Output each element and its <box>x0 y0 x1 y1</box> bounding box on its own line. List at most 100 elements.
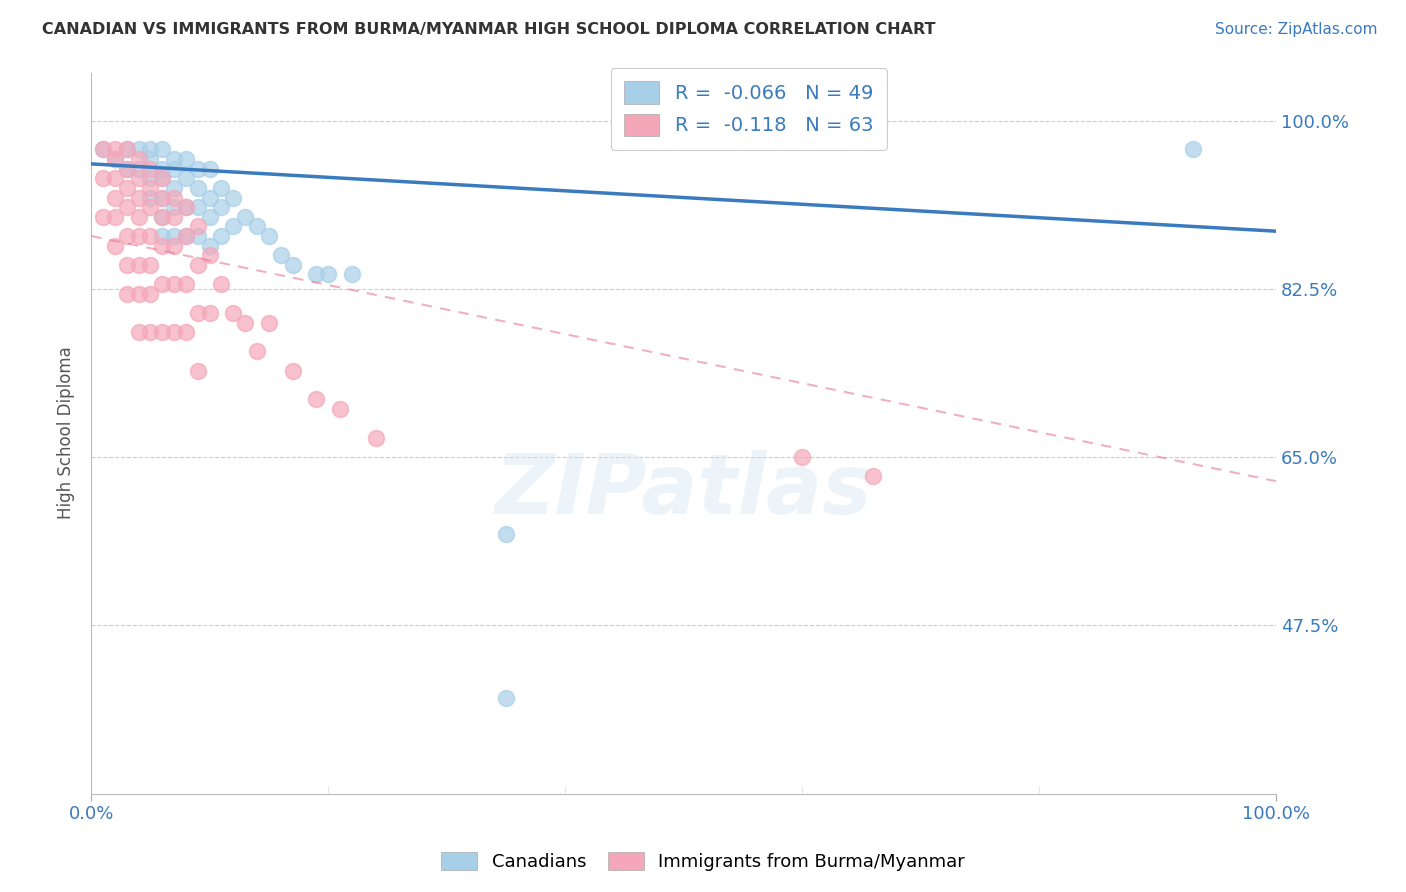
Point <box>163 277 186 291</box>
Point <box>91 143 114 157</box>
Point <box>139 258 162 272</box>
Point <box>104 171 127 186</box>
Point <box>104 210 127 224</box>
Point <box>128 229 150 244</box>
Point <box>257 229 280 244</box>
Point <box>150 190 173 204</box>
Point <box>174 229 197 244</box>
Point <box>139 286 162 301</box>
Point <box>211 277 233 291</box>
Point <box>233 210 256 224</box>
Point <box>150 171 173 186</box>
Point <box>222 306 245 320</box>
Point <box>270 248 292 262</box>
Point <box>211 200 233 214</box>
Point <box>104 190 127 204</box>
Point <box>305 392 328 407</box>
Point <box>128 152 150 166</box>
Point <box>187 161 209 176</box>
Point <box>128 171 150 186</box>
Point <box>150 238 173 252</box>
Point <box>163 325 186 339</box>
Point <box>211 181 233 195</box>
Y-axis label: High School Diploma: High School Diploma <box>58 347 75 519</box>
Point <box>115 143 138 157</box>
Point <box>150 229 173 244</box>
Point <box>91 171 114 186</box>
Point <box>246 219 269 234</box>
Point <box>222 190 245 204</box>
Point <box>174 200 197 214</box>
Point <box>115 200 138 214</box>
Point <box>163 152 186 166</box>
Point <box>790 450 813 464</box>
Text: ZIPatlas: ZIPatlas <box>495 450 873 532</box>
Point <box>198 210 221 224</box>
Point <box>340 268 363 282</box>
Point <box>163 190 186 204</box>
Point <box>257 316 280 330</box>
Point <box>187 306 209 320</box>
Point <box>163 161 186 176</box>
Point <box>174 277 197 291</box>
Point <box>128 325 150 339</box>
Point <box>305 268 328 282</box>
Point <box>104 152 127 166</box>
Point <box>115 181 138 195</box>
Point <box>187 229 209 244</box>
Point <box>139 143 162 157</box>
Point <box>139 325 162 339</box>
Point <box>128 258 150 272</box>
Point <box>128 286 150 301</box>
Point <box>281 258 304 272</box>
Point <box>115 161 138 176</box>
Point <box>91 210 114 224</box>
Point <box>198 238 221 252</box>
Point <box>115 286 138 301</box>
Point <box>495 527 517 541</box>
Point <box>115 143 138 157</box>
Point <box>139 181 162 195</box>
Point <box>139 171 162 186</box>
Point <box>150 277 173 291</box>
Legend: Canadians, Immigrants from Burma/Myanmar: Canadians, Immigrants from Burma/Myanmar <box>434 845 972 879</box>
Point <box>246 344 269 359</box>
Point <box>115 229 138 244</box>
Point <box>115 258 138 272</box>
Point <box>174 152 197 166</box>
Point <box>198 248 221 262</box>
Point <box>174 200 197 214</box>
Point <box>163 229 186 244</box>
Point <box>139 229 162 244</box>
Point <box>163 238 186 252</box>
Point <box>187 258 209 272</box>
Point <box>364 431 387 445</box>
Point <box>163 181 186 195</box>
Point <box>495 690 517 705</box>
Point <box>128 210 150 224</box>
Point <box>281 363 304 377</box>
Point <box>233 316 256 330</box>
Point <box>150 325 173 339</box>
Point <box>198 161 221 176</box>
Point <box>139 200 162 214</box>
Point <box>187 200 209 214</box>
Point <box>174 171 197 186</box>
Point <box>163 210 186 224</box>
Point <box>150 143 173 157</box>
Point <box>222 219 245 234</box>
Point <box>198 306 221 320</box>
Text: CANADIAN VS IMMIGRANTS FROM BURMA/MYANMAR HIGH SCHOOL DIPLOMA CORRELATION CHART: CANADIAN VS IMMIGRANTS FROM BURMA/MYANMA… <box>42 22 935 37</box>
Legend: R =  -0.066   N = 49, R =  -0.118   N = 63: R = -0.066 N = 49, R = -0.118 N = 63 <box>610 68 887 150</box>
Point <box>174 229 197 244</box>
Point <box>139 161 162 176</box>
Point <box>862 469 884 483</box>
Point <box>104 152 127 166</box>
Point <box>128 190 150 204</box>
Point <box>1182 143 1205 157</box>
Point <box>150 210 173 224</box>
Point <box>104 143 127 157</box>
Point <box>174 325 197 339</box>
Point <box>150 171 173 186</box>
Point <box>139 190 162 204</box>
